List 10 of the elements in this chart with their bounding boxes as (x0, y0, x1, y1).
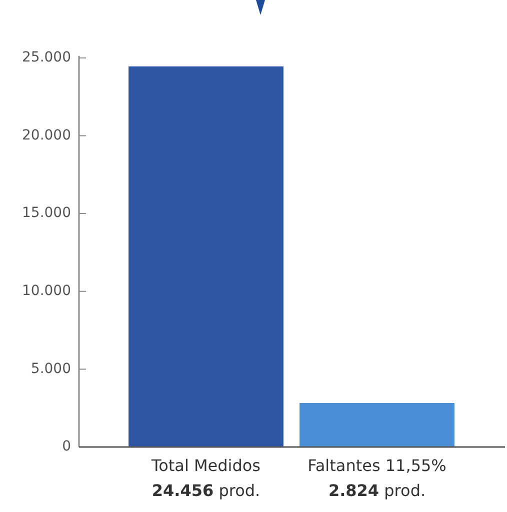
data-label: 24.456 prod. (152, 481, 260, 500)
y-tick-label: 0 (62, 438, 71, 455)
y-tick-label: 20.000 (22, 127, 71, 144)
y-tick-label: 5.000 (30, 360, 71, 377)
x-tick-label: Faltantes 11,55% (308, 456, 446, 475)
data-label: 2.824 prod. (328, 481, 426, 500)
y-tick-label: 10.000 (22, 283, 71, 299)
y-tick-label: 15.000 (22, 205, 71, 222)
x-tick-label: Total Medidos (150, 456, 260, 475)
y-tick-label: 25.000 (22, 50, 71, 66)
